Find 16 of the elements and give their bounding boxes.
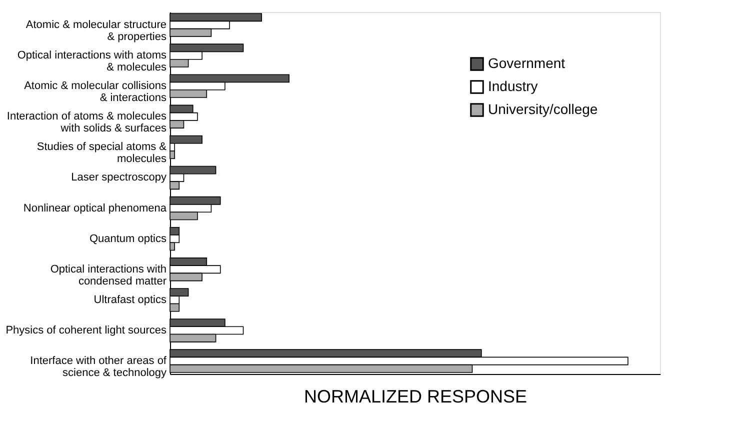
legend-label: Government bbox=[488, 55, 566, 71]
y-tick-label: Atomic & molecular collisions & interactions bbox=[24, 80, 167, 104]
x-axis-title: NORMALIZED RESPONSE bbox=[304, 386, 528, 406]
y-tick-label: Quantum optics bbox=[89, 232, 167, 245]
y-tick-label: Interaction of atoms & molecules with solids & surfaces bbox=[6, 110, 167, 135]
y-tick-label: Interface with other areas of science & technology bbox=[30, 355, 168, 380]
y-tick-label: Nonlinear optical phenomena bbox=[23, 202, 168, 214]
legend-label: University/college bbox=[488, 101, 598, 117]
y-tick-label: Optical interactions with atoms & molecules bbox=[17, 50, 167, 74]
y-tick-label: Optical interactions with condensed matter bbox=[50, 263, 167, 288]
legend-label: Industry bbox=[488, 78, 538, 94]
y-tick-label: Studies of special atoms & molecules bbox=[36, 141, 168, 166]
y-tick-label: Laser spectroscopy bbox=[71, 172, 167, 184]
y-tick-label: Physics of coherent light sources bbox=[6, 324, 167, 336]
y-tick-label: Ultrafast optics bbox=[94, 294, 167, 306]
y-tick-label: Atomic & molecular structure & properties bbox=[26, 18, 167, 43]
